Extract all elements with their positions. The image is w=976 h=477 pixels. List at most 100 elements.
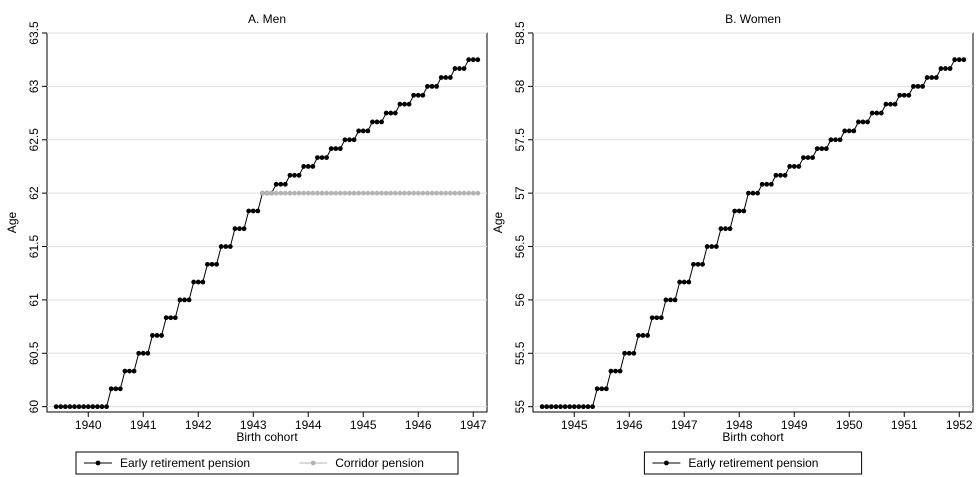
- point: [328, 146, 334, 152]
- point: [677, 279, 683, 285]
- point: [645, 333, 650, 338]
- point: [438, 190, 444, 196]
- point: [278, 190, 284, 196]
- point: [823, 146, 829, 152]
- point: [713, 244, 719, 249]
- point: [241, 226, 247, 232]
- point: [108, 386, 114, 392]
- point: [571, 404, 577, 410]
- point: [906, 92, 912, 98]
- point: [209, 261, 215, 267]
- point: [933, 75, 939, 80]
- x-axis-title: Birth cohort: [722, 430, 784, 444]
- series-line: [56, 59, 478, 408]
- point: [168, 315, 174, 321]
- point: [603, 386, 609, 392]
- point: [787, 164, 793, 169]
- y-tick-label: 57.5: [513, 128, 527, 152]
- point: [374, 190, 380, 196]
- point: [205, 261, 210, 267]
- point: [470, 57, 476, 63]
- point: [388, 110, 394, 116]
- point: [723, 226, 728, 232]
- x-tick-label: 1941: [130, 418, 157, 432]
- point: [177, 297, 183, 303]
- point: [278, 181, 284, 187]
- point: [814, 146, 820, 152]
- point: [292, 172, 297, 178]
- point: [626, 350, 632, 356]
- point: [195, 279, 201, 285]
- point: [695, 261, 701, 267]
- point: [452, 190, 458, 196]
- x-tick-label: 1951: [891, 418, 918, 432]
- point: [773, 172, 779, 178]
- y-tick-label: 55: [513, 400, 527, 414]
- point: [145, 350, 151, 356]
- point: [287, 172, 293, 178]
- point: [104, 404, 109, 410]
- point: [668, 297, 673, 303]
- x-tick-label: 1942: [185, 418, 212, 432]
- point: [370, 190, 375, 196]
- point: [360, 190, 366, 196]
- point: [727, 226, 733, 232]
- point: [246, 208, 252, 214]
- point: [351, 137, 357, 143]
- point: [58, 404, 64, 410]
- point: [292, 190, 297, 196]
- y-tick-label: 62: [27, 186, 41, 200]
- point: [305, 164, 311, 169]
- point: [622, 350, 628, 356]
- point: [227, 244, 233, 249]
- y-tick-label: 61: [27, 293, 41, 307]
- point: [732, 208, 738, 214]
- point: [640, 333, 646, 338]
- point: [214, 261, 219, 267]
- y-tick-label: 56: [513, 293, 527, 307]
- point: [182, 297, 187, 303]
- point: [952, 57, 958, 63]
- legend-marker: [310, 460, 316, 466]
- x-tick-label: 1948: [726, 418, 753, 432]
- panel-title: B. Women: [725, 12, 781, 26]
- point: [924, 75, 930, 80]
- point: [250, 208, 256, 214]
- x-tick-label: 1940: [75, 418, 102, 432]
- point: [686, 279, 692, 285]
- point: [581, 404, 586, 410]
- point: [315, 155, 320, 160]
- point: [434, 190, 439, 196]
- point: [911, 83, 916, 89]
- point: [397, 190, 403, 196]
- point: [90, 404, 96, 410]
- point: [388, 190, 394, 196]
- point: [429, 190, 435, 196]
- y-tick-label: 58.5: [513, 21, 527, 45]
- point: [956, 57, 962, 63]
- x-tick-label: 1946: [616, 418, 643, 432]
- point: [943, 66, 948, 71]
- point: [888, 101, 893, 107]
- point: [81, 404, 87, 410]
- point: [920, 83, 925, 89]
- y-tick-label: 60.5: [27, 341, 41, 365]
- point: [590, 404, 595, 410]
- point: [466, 57, 472, 63]
- x-tick-label: 1946: [405, 418, 432, 432]
- point: [402, 190, 407, 196]
- point: [443, 190, 449, 196]
- point: [99, 404, 105, 410]
- point: [337, 190, 343, 196]
- point: [447, 190, 453, 196]
- point: [347, 190, 352, 196]
- point: [846, 128, 852, 134]
- series-line: [542, 59, 964, 408]
- point: [301, 164, 307, 169]
- point: [154, 333, 160, 338]
- point: [869, 110, 875, 116]
- point: [140, 350, 146, 356]
- legend-marker: [95, 460, 101, 466]
